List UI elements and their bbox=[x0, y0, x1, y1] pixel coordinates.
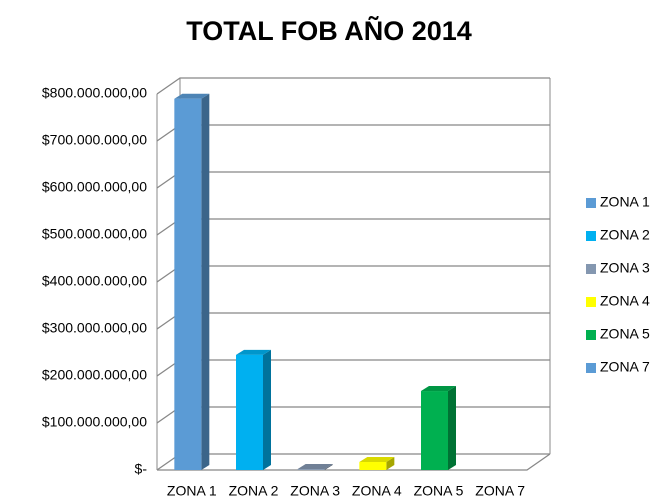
legend-swatch bbox=[586, 363, 596, 373]
legend-swatch bbox=[586, 231, 596, 241]
bar-side bbox=[201, 93, 210, 470]
bar-side bbox=[386, 457, 395, 470]
grid-line bbox=[156, 359, 550, 377]
legend-swatch bbox=[586, 198, 596, 208]
bar-side bbox=[448, 386, 456, 470]
legend-label: ZONA 2 bbox=[600, 227, 650, 243]
chart-title: TOTAL FOB AÑO 2014 bbox=[186, 15, 472, 46]
grid-line bbox=[156, 124, 550, 142]
bar bbox=[297, 469, 325, 470]
bar bbox=[174, 98, 202, 470]
bar-side bbox=[263, 349, 271, 470]
grid-line bbox=[156, 265, 550, 283]
bar bbox=[421, 391, 448, 470]
legend-label: ZONA 4 bbox=[600, 293, 650, 309]
y-tick-label: $- bbox=[135, 461, 148, 477]
bar bbox=[236, 354, 263, 470]
grid-line bbox=[156, 453, 550, 471]
legend-swatch bbox=[586, 264, 596, 274]
bar-top bbox=[421, 386, 456, 392]
grid-line bbox=[156, 77, 550, 95]
bar-side bbox=[324, 464, 333, 470]
x-tick-label: ZONA 2 bbox=[229, 483, 279, 499]
grid-line bbox=[156, 218, 550, 236]
bar-top bbox=[359, 457, 395, 463]
legend-swatch bbox=[586, 330, 596, 340]
legend-label: ZONA 5 bbox=[600, 326, 650, 342]
bar-top bbox=[236, 349, 271, 355]
x-tick-label: ZONA 7 bbox=[475, 483, 525, 499]
x-tick-label: ZONA 3 bbox=[290, 483, 340, 499]
y-tick-label: $500.000.000,00 bbox=[42, 226, 147, 242]
legend-label: ZONA 1 bbox=[600, 194, 650, 210]
legend-label: ZONA 3 bbox=[600, 260, 650, 276]
bar-top bbox=[174, 93, 210, 99]
grid-line bbox=[156, 406, 550, 424]
y-tick-label: $200.000.000,00 bbox=[42, 367, 147, 383]
y-tick-label: $600.000.000,00 bbox=[42, 179, 147, 195]
legend-swatch bbox=[586, 297, 596, 307]
bar bbox=[359, 462, 387, 470]
legend-label: ZONA 7 bbox=[600, 359, 650, 375]
y-tick-label: $100.000.000,00 bbox=[42, 414, 147, 430]
floor-edge bbox=[157, 453, 551, 471]
y-tick-label: $300.000.000,00 bbox=[42, 320, 147, 336]
grid-line bbox=[156, 171, 550, 189]
y-tick-label: $700.000.000,00 bbox=[42, 132, 147, 148]
y-tick-label: $800.000.000,00 bbox=[42, 85, 147, 101]
bar-top bbox=[297, 464, 333, 470]
x-tick-label: ZONA 5 bbox=[414, 483, 464, 499]
grid-line bbox=[156, 312, 550, 330]
x-tick-label: ZONA 4 bbox=[352, 483, 402, 499]
y-tick-label: $400.000.000,00 bbox=[42, 273, 147, 289]
x-tick-label: ZONA 1 bbox=[167, 483, 217, 499]
